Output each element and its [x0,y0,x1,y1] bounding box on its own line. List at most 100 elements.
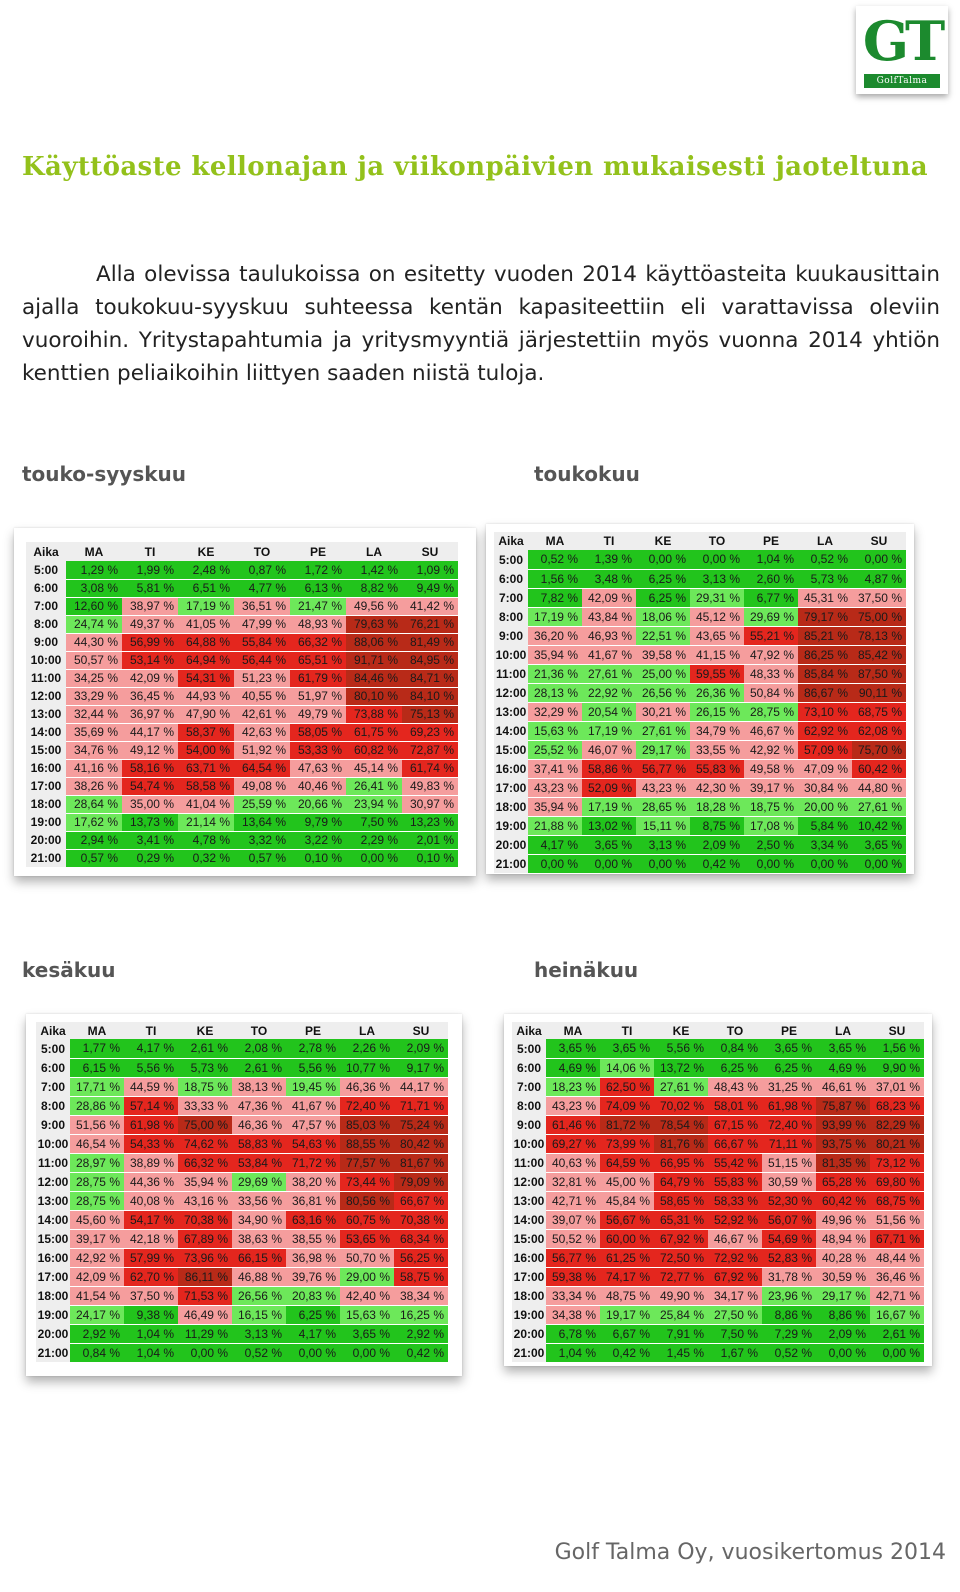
usage-cell: 2,26 % [340,1039,394,1059]
panel-heinakuu: Aika MA TI KE TO PE LA SU 5:00 3,65 % 3,65 % 5,56 %… [504,1014,932,1366]
usage-cell: 71,11 % [762,1134,816,1154]
usage-cell: 49,56 % [346,597,402,616]
header-day: TI [122,542,178,561]
usage-cell: 79,63 % [346,615,402,634]
usage-cell: 54,69 % [762,1229,816,1249]
hour-cell: 19:00 [36,1305,70,1324]
hour-cell: 15:00 [512,1229,546,1248]
table-row: 18:00 41,54 % 37,50 % 71,53 % 26,56 % 20,83 %… [36,1286,448,1306]
usage-cell: 32,44 % [66,705,122,724]
usage-cell: 2,61 % [870,1324,924,1344]
table-row: 11:00 28,97 % 38,89 % 66,32 % 53,84 % 71,72 %… [36,1153,448,1173]
usage-cell: 4,17 % [286,1324,340,1344]
usage-cell: 2,08 % [232,1039,286,1059]
usage-cell: 44,17 % [122,723,178,742]
usage-cell: 15,63 % [340,1305,394,1325]
usage-cell: 10,42 % [852,816,906,836]
usage-cell: 35,69 % [66,723,122,742]
usage-cell: 48,94 % [816,1229,870,1249]
usage-table-toukokuu: Aika MA TI KE TO PE LA SU 5:00 0,52 % 1,39 % 0,00 %… [494,532,906,874]
usage-cell: 57,99 % [124,1248,178,1268]
usage-cell: 23,94 % [346,795,402,814]
header-time: Aika [26,542,66,561]
table-row: 20:00 2,94 % 3,41 % 4,78 % 3,32 % 3,22 % 2,29 … [26,831,458,850]
table-row: 21:00 1,04 % 0,42 % 1,45 % 1,67 % 0,52 % 0,00 … [512,1343,924,1363]
table-row: 16:00 56,77 % 61,25 % 72,50 % 72,92 % 52,83 %… [512,1248,924,1268]
usage-cell: 13,64 % [234,813,290,832]
usage-cell: 67,89 % [178,1229,232,1249]
hour-cell: 10:00 [36,1134,70,1153]
table-row: 10:00 46,54 % 54,33 % 74,62 % 58,83 % 54,63 %… [36,1134,448,1154]
usage-cell: 0,00 % [816,1343,870,1363]
usage-cell: 61,98 % [124,1115,178,1135]
usage-cell: 22,51 % [636,626,690,646]
table-row: 15:00 34,76 % 49,12 % 54,00 % 51,92 % 53,33 %… [26,741,458,760]
hour-cell: 19:00 [494,816,528,835]
table-row: 14:00 39,07 % 56,67 % 65,31 % 52,92 % 56,07 %… [512,1210,924,1230]
usage-cell: 46,61 % [816,1077,870,1097]
usage-cell: 65,28 % [816,1172,870,1192]
usage-cell: 0,52 % [232,1343,286,1363]
usage-cell: 13,73 % [122,813,178,832]
usage-cell: 18,23 % [546,1077,600,1097]
panel-toukokuu: Aika MA TI KE TO PE LA SU 5:00 0,52 % 1,39 % 0,00 %… [486,524,914,874]
hour-cell: 14:00 [26,723,66,741]
usage-cell: 69,23 % [402,723,458,742]
usage-cell: 0,10 % [402,849,458,868]
usage-cell: 2,94 % [66,831,122,850]
usage-cell: 7,29 % [762,1324,816,1344]
usage-cell: 26,15 % [690,702,744,722]
usage-cell: 17,08 % [744,816,798,836]
usage-cell: 2,78 % [286,1039,340,1059]
hour-cell: 20:00 [36,1324,70,1343]
panel-kesakuu: Aika MA TI KE TO PE LA SU 5:00 1,77 % 4,17 % 2,61 %… [26,1014,462,1376]
usage-cell: 3,65 % [600,1039,654,1059]
usage-cell: 17,62 % [66,813,122,832]
usage-cell: 5,84 % [798,816,852,836]
usage-cell: 53,14 % [122,651,178,670]
usage-cell: 67,92 % [654,1229,708,1249]
usage-cell: 0,00 % [178,1343,232,1363]
usage-cell: 5,81 % [122,579,178,598]
usage-cell: 38,13 % [232,1077,286,1097]
hour-cell: 18:00 [26,795,66,813]
usage-cell: 48,43 % [708,1077,762,1097]
usage-cell: 57,09 % [798,740,852,760]
usage-cell: 48,75 % [600,1286,654,1306]
usage-cell: 67,15 % [708,1115,762,1135]
usage-cell: 60,42 % [852,759,906,779]
usage-cell: 17,19 % [528,607,582,627]
usage-cell: 71,72 % [286,1153,340,1173]
header-day: TI [582,532,636,550]
usage-cell: 6,25 % [286,1305,340,1325]
usage-cell: 53,33 % [290,741,346,760]
usage-cell: 85,42 % [852,645,906,665]
usage-cell: 9,90 % [870,1058,924,1078]
usage-cell: 45,84 % [600,1191,654,1211]
header-day: LA [346,542,402,561]
usage-cell: 6,25 % [762,1058,816,1078]
usage-cell: 44,30 % [66,633,122,652]
hour-cell: 16:00 [26,759,66,777]
table-row: 9:00 61,46 % 81,72 % 78,54 % 67,15 % 72,40 % 9… [512,1115,924,1135]
table-row: 6:00 4,69 % 14,06 % 13,72 % 6,25 % 6,25 % 4,69… [512,1058,924,1078]
usage-cell: 35,94 % [528,645,582,665]
table-row: 13:00 28,75 % 40,08 % 43,16 % 33,56 % 36,81 %… [36,1191,448,1211]
hour-cell: 19:00 [26,813,66,831]
hour-cell: 20:00 [494,835,528,854]
usage-cell: 2,60 % [744,569,798,589]
usage-cell: 42,71 % [870,1286,924,1306]
usage-cell: 1,42 % [346,561,402,580]
usage-cell: 2,29 % [346,831,402,850]
usage-cell: 58,75 % [394,1267,448,1287]
usage-cell: 54,17 % [124,1210,178,1230]
table-row: 17:00 43,23 % 52,09 % 43,23 % 42,30 % 39,17 %… [494,778,906,798]
usage-cell: 73,44 % [340,1172,394,1192]
header-day: SU [852,532,906,550]
hour-cell: 14:00 [494,721,528,740]
usage-cell: 84,10 % [402,687,458,706]
hour-cell: 18:00 [36,1286,70,1305]
usage-cell: 66,67 % [394,1191,448,1211]
usage-cell: 61,75 % [346,723,402,742]
usage-cell: 31,78 % [762,1267,816,1287]
